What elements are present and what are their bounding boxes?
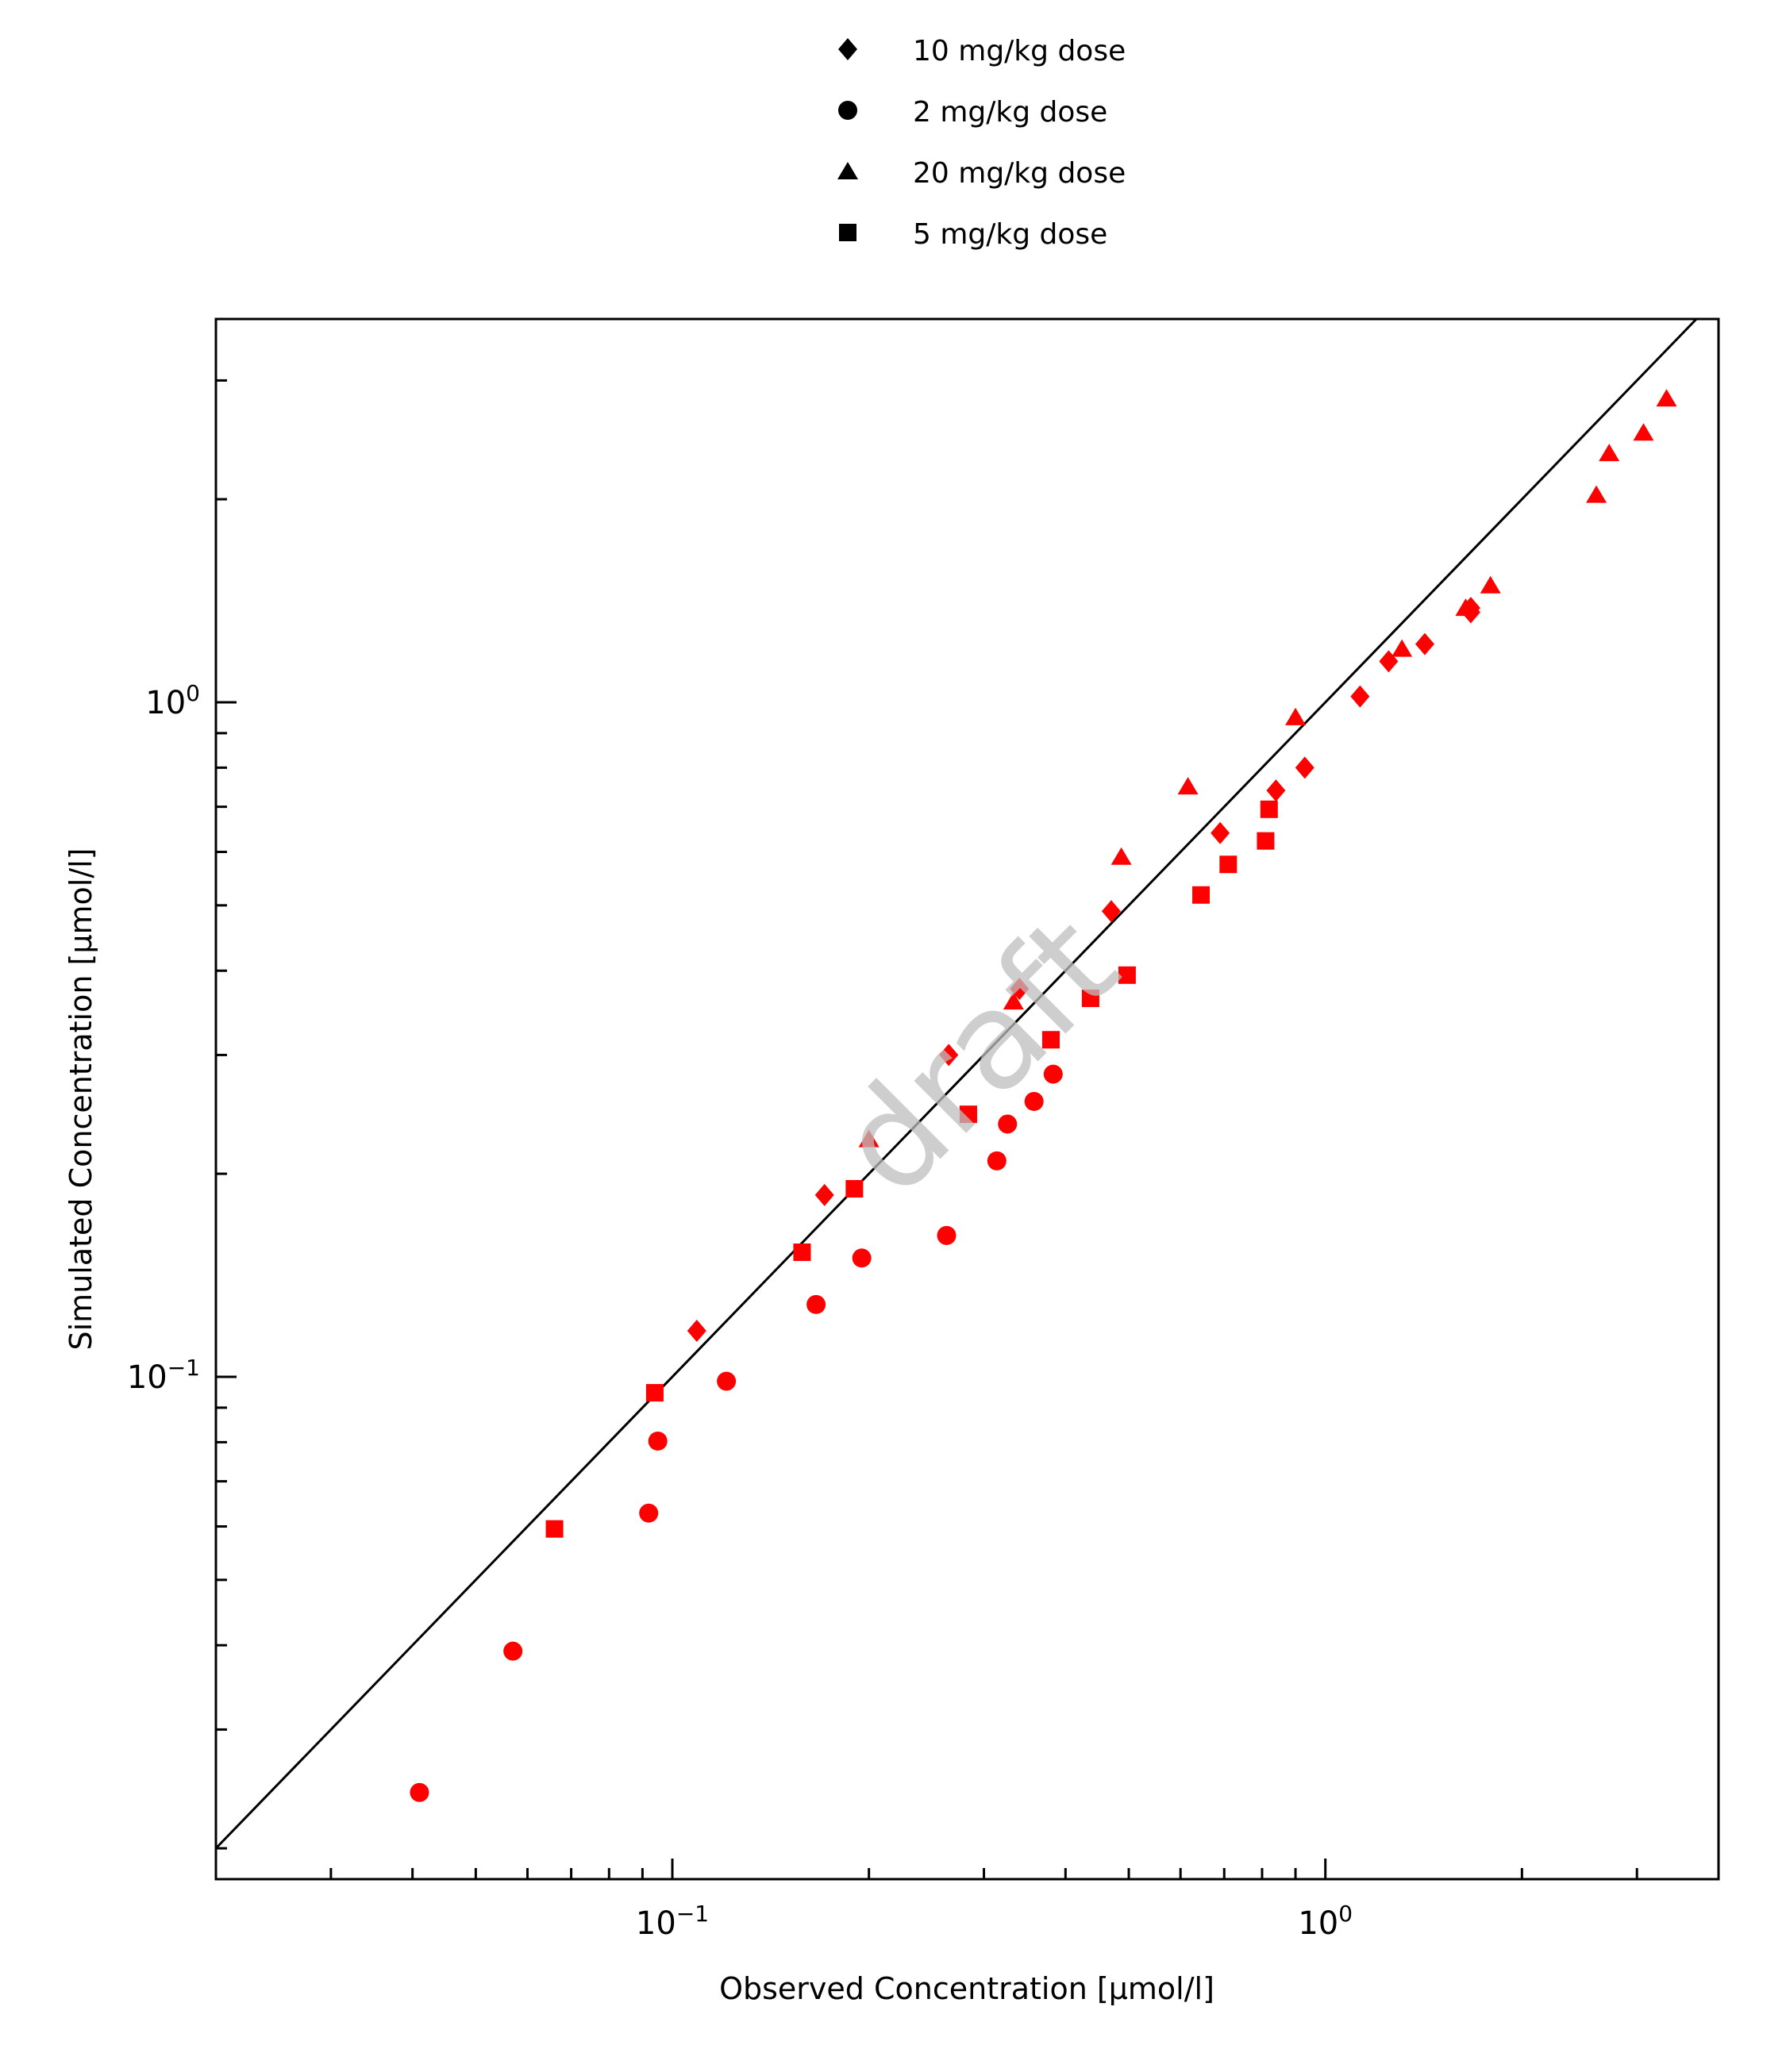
data-point-triangle — [1586, 485, 1607, 503]
data-point-square — [1192, 886, 1211, 904]
data-point-circle — [987, 1151, 1007, 1171]
data-points — [410, 389, 1677, 1802]
legend-marker-square — [839, 224, 856, 241]
data-point-circle — [410, 1782, 429, 1802]
legend-label: 5 mg/kg dose — [913, 218, 1107, 251]
data-point-circle — [1024, 1091, 1044, 1111]
data-point-circle — [852, 1248, 872, 1268]
data-point-triangle — [1177, 777, 1199, 795]
legend-label: 10 mg/kg dose — [913, 35, 1126, 67]
major-ticks — [216, 701, 1327, 1879]
data-point-triangle — [1391, 639, 1413, 657]
y-tick-label: 10−1 — [127, 1355, 200, 1396]
data-point-square — [645, 1384, 664, 1402]
data-point-circle — [1043, 1064, 1063, 1084]
data-point-diamond — [814, 1183, 834, 1206]
data-point-diamond — [1101, 900, 1121, 923]
data-point-square — [1260, 800, 1278, 818]
data-point-triangle — [858, 1129, 880, 1147]
data-point-diamond — [939, 1044, 959, 1067]
data-point-triangle — [1480, 575, 1501, 594]
data-point-triangle — [1003, 992, 1024, 1010]
data-point-square — [845, 1180, 864, 1198]
data-point-square — [1041, 1031, 1060, 1049]
data-point-circle — [503, 1641, 523, 1661]
data-point-circle — [806, 1294, 826, 1314]
legend-marker-triangle — [837, 162, 858, 179]
data-point-square — [545, 1520, 564, 1538]
legend-marker-diamond — [838, 38, 857, 60]
minor-ticks — [214, 379, 1720, 1879]
tick-labels: 10−1 100 10−1 100 — [127, 680, 1353, 1942]
data-point-triangle — [1599, 444, 1620, 462]
identity-line — [214, 317, 1698, 1850]
identity-line-group — [214, 317, 1698, 1850]
data-point-circle — [717, 1371, 737, 1391]
data-point-circle — [639, 1503, 659, 1523]
data-point-square — [1219, 855, 1237, 874]
data-point-triangle — [1633, 423, 1654, 441]
x-tick-label: 100 — [1298, 1901, 1353, 1942]
data-point-diamond — [1350, 685, 1370, 708]
legend: 10 mg/kg dose 2 mg/kg dose 20 mg/kg dose 5 … — [837, 35, 1126, 251]
data-point-triangle — [1110, 847, 1132, 865]
data-point-square — [1081, 990, 1099, 1008]
data-point-square — [1257, 832, 1275, 850]
data-point-circle — [998, 1114, 1018, 1134]
data-point-triangle — [1285, 707, 1307, 725]
legend-label: 20 mg/kg dose — [913, 157, 1126, 190]
data-point-triangle — [1455, 598, 1476, 617]
data-point-triangle — [1656, 389, 1677, 407]
data-point-diamond — [1211, 821, 1230, 844]
data-point-square — [959, 1105, 977, 1124]
x-axis-title: Observed Concentration [µmol/l] — [719, 1971, 1214, 2006]
legend-marker-circle — [838, 101, 857, 120]
data-point-diamond — [1295, 756, 1314, 779]
legend-label: 2 mg/kg dose — [913, 96, 1107, 129]
data-point-circle — [648, 1431, 668, 1451]
y-axis-title: Simulated Concentration [µmol/l] — [64, 848, 98, 1350]
data-point-circle — [937, 1225, 957, 1245]
y-tick-label: 100 — [145, 680, 200, 721]
data-point-diamond — [687, 1320, 706, 1343]
data-point-square — [793, 1243, 811, 1261]
data-point-square — [1118, 966, 1136, 984]
data-point-diamond — [1266, 779, 1286, 802]
x-tick-label: 10−1 — [636, 1901, 709, 1942]
plot-area-frame — [214, 317, 1720, 1881]
data-point-diamond — [1415, 632, 1434, 655]
